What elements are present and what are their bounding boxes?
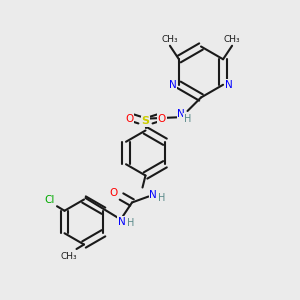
Text: CH₃: CH₃ — [162, 34, 178, 43]
Text: O: O — [110, 188, 118, 199]
Text: H: H — [127, 218, 134, 229]
Text: CH₃: CH₃ — [61, 252, 77, 261]
Text: N: N — [225, 80, 233, 90]
Text: N: N — [177, 109, 185, 119]
Text: N: N — [118, 217, 125, 227]
Text: S: S — [142, 116, 149, 127]
Text: H: H — [158, 193, 166, 203]
Text: N: N — [169, 80, 177, 90]
Text: Cl: Cl — [44, 195, 55, 205]
Text: CH₃: CH₃ — [224, 34, 240, 43]
Text: N: N — [149, 190, 157, 200]
Text: O: O — [125, 113, 133, 124]
Text: O: O — [158, 113, 166, 124]
Text: H: H — [184, 113, 191, 124]
